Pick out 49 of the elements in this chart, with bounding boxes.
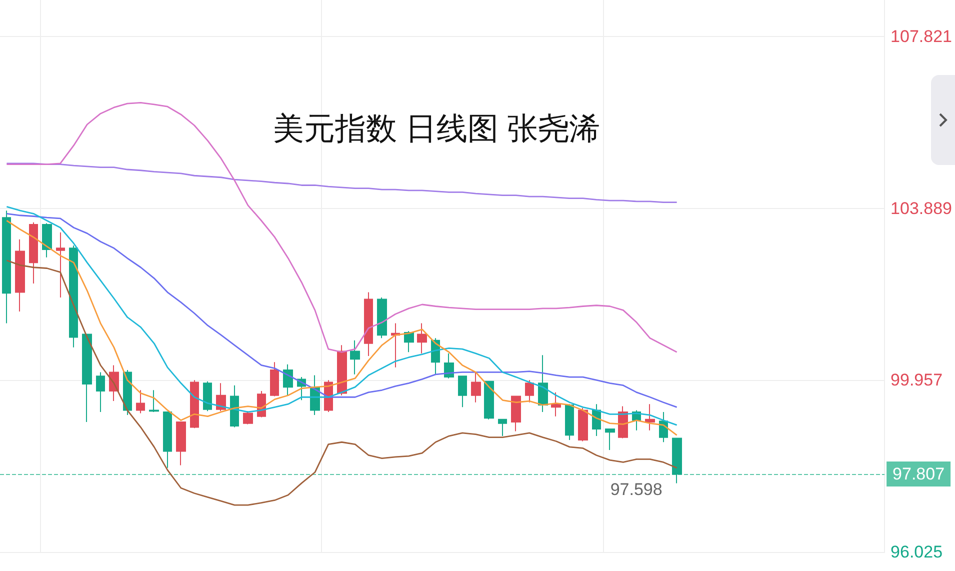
candlestick <box>498 418 507 437</box>
candlestick <box>82 334 92 423</box>
candlestick <box>565 404 574 440</box>
candlestick <box>578 408 588 442</box>
candlestick <box>243 410 253 425</box>
line-series <box>6 162 678 203</box>
candlestick <box>176 422 186 466</box>
candlestick <box>484 380 494 420</box>
candlestick <box>458 376 467 408</box>
candlestick <box>364 292 373 357</box>
candlestick <box>230 384 239 428</box>
candlestick <box>511 396 521 432</box>
candlestick <box>350 340 360 375</box>
candlestick <box>270 362 279 397</box>
candlestick <box>29 222 38 284</box>
candlestick <box>216 382 226 412</box>
candlestick <box>391 322 400 368</box>
candlestick <box>444 352 454 379</box>
annotation: 97.598 <box>610 480 662 499</box>
y-tick-label: 99.957 <box>890 370 943 390</box>
y-tick-label: 107.821 <box>890 27 952 46</box>
candlestick <box>605 428 615 450</box>
y-tick-label: 96.025 <box>890 542 943 562</box>
candlestick <box>56 232 65 298</box>
candlestick <box>645 404 655 431</box>
candlestick <box>417 322 427 354</box>
candlestick <box>42 222 52 258</box>
candlestick <box>551 392 561 417</box>
candlestick <box>337 344 347 396</box>
candlestick <box>163 411 172 468</box>
ref-line-label: 97.807 <box>892 464 945 484</box>
candlestick <box>149 390 159 412</box>
candlestick <box>203 380 212 412</box>
candlestick <box>283 364 293 396</box>
candlestick <box>190 380 199 429</box>
candlestick <box>136 390 145 414</box>
candlestick <box>672 438 682 484</box>
candlestick <box>404 330 414 353</box>
candlestick <box>471 372 481 403</box>
candlestick <box>2 210 11 324</box>
candlestick <box>15 238 25 312</box>
candlestick <box>69 245 78 348</box>
line-series <box>6 102 678 353</box>
text: 美元指数 日线图 张尧浠 <box>273 111 600 146</box>
candlestick <box>525 380 534 403</box>
candlestick <box>377 297 387 339</box>
candlestick <box>96 372 105 412</box>
line-series <box>6 260 678 506</box>
y-tick-label: 103.889 <box>890 198 952 218</box>
